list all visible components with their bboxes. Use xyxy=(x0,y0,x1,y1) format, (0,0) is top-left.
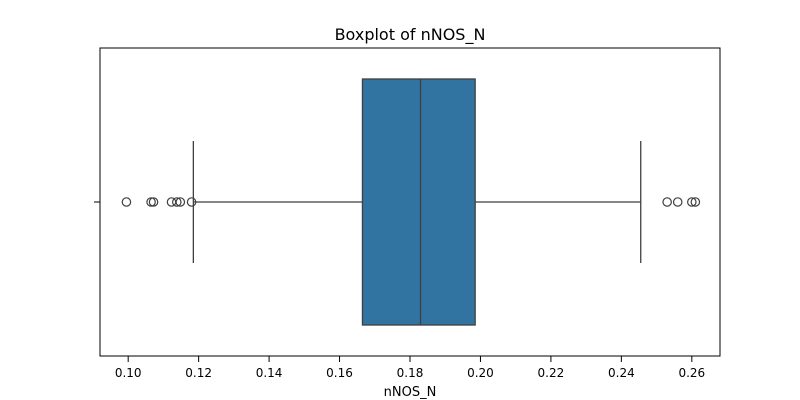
x-axis-ticks: 0.10 0.12 0.14 0.16 0.18 0.20 0.22 0.24 0.26 xyxy=(115,356,705,380)
outlier-point xyxy=(690,197,701,207)
x-tick-label: 0.22 xyxy=(538,366,565,380)
chart-title: Boxplot of nNOS_N xyxy=(335,25,486,45)
outlier-point xyxy=(186,197,197,207)
x-tick-label: 0.12 xyxy=(185,366,212,380)
x-tick-label: 0.18 xyxy=(397,366,424,380)
outlier-point xyxy=(687,197,697,207)
outlier-point xyxy=(175,197,186,207)
x-tick-label: 0.10 xyxy=(115,366,142,380)
outlier-points xyxy=(121,197,701,207)
x-tick-label: 0.20 xyxy=(467,366,494,380)
x-tick-label: 0.14 xyxy=(256,366,283,380)
outlier-point xyxy=(146,197,156,207)
x-tick-label: 0.24 xyxy=(608,366,635,380)
box-group xyxy=(192,78,642,326)
outlier-point xyxy=(121,197,132,207)
x-tick-label: 0.26 xyxy=(678,366,705,380)
outlier-point xyxy=(148,197,159,207)
iqr-box xyxy=(361,78,476,326)
x-tick-label: 0.16 xyxy=(326,366,353,380)
outlier-point xyxy=(662,197,672,207)
x-axis-label: nNOS_N xyxy=(384,385,437,400)
outlier-point xyxy=(171,197,182,207)
outlier-point xyxy=(672,197,683,207)
